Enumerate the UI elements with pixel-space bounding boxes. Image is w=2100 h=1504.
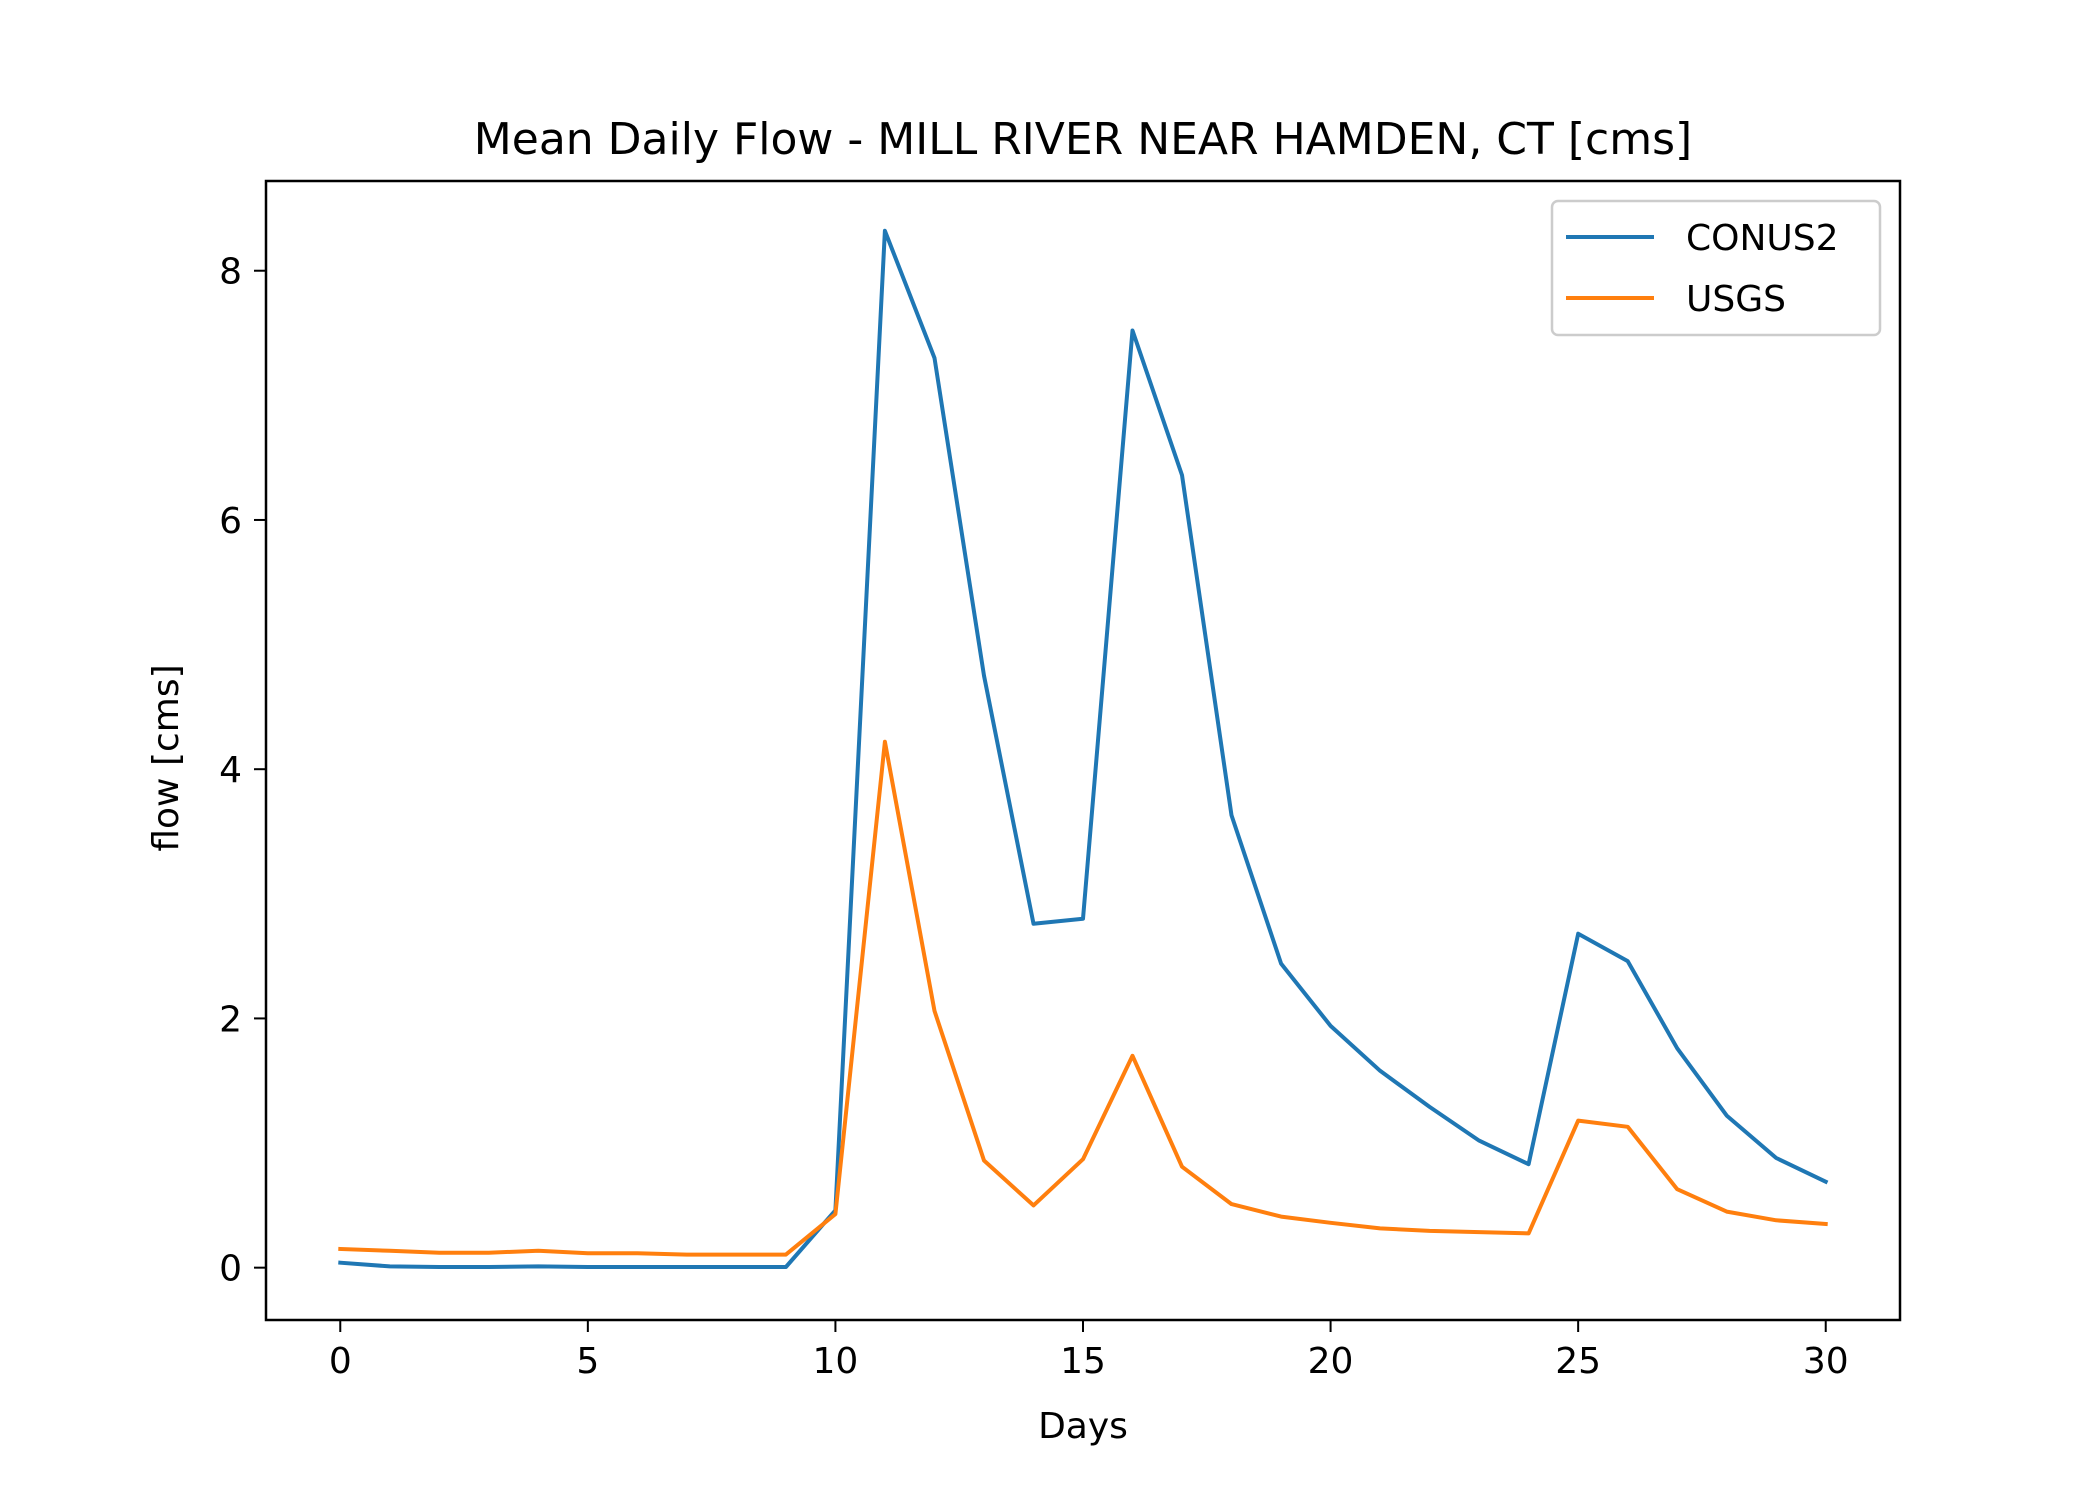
axis-ticks: 0 5 10 15 20 25 30 0 2 4 6 8 xyxy=(219,252,1849,1382)
x-tick-label: 15 xyxy=(1060,1341,1106,1382)
x-tick-label: 10 xyxy=(813,1341,859,1382)
x-tick-label: 25 xyxy=(1555,1341,1601,1382)
series-line-usgs xyxy=(338,739,1828,1257)
chart-title: Mean Daily Flow - MILL RIVER NEAR HAMDEN… xyxy=(474,114,1692,165)
x-tick-label: 5 xyxy=(576,1341,599,1382)
y-tick-label: 8 xyxy=(219,252,242,293)
legend-label-usgs: USGS xyxy=(1686,279,1786,320)
x-tick-label: 20 xyxy=(1308,1341,1354,1382)
legend-box xyxy=(1550,199,1882,337)
y-tick-label: 0 xyxy=(219,1249,242,1290)
x-tick-label: 0 xyxy=(329,1341,352,1382)
series-line-conus2 xyxy=(338,228,1829,1269)
legend-label-conus2: CONUS2 xyxy=(1686,218,1839,259)
legend: CONUS2 USGS xyxy=(1550,199,1882,337)
y-axis-label: flow [cms] xyxy=(146,664,187,851)
y-tick-label: 4 xyxy=(219,750,242,791)
x-tick-label: 30 xyxy=(1803,1341,1849,1382)
y-tick-label: 2 xyxy=(219,999,242,1040)
x-axis-label: Days xyxy=(1038,1406,1128,1447)
y-tick-label: 6 xyxy=(219,501,242,542)
